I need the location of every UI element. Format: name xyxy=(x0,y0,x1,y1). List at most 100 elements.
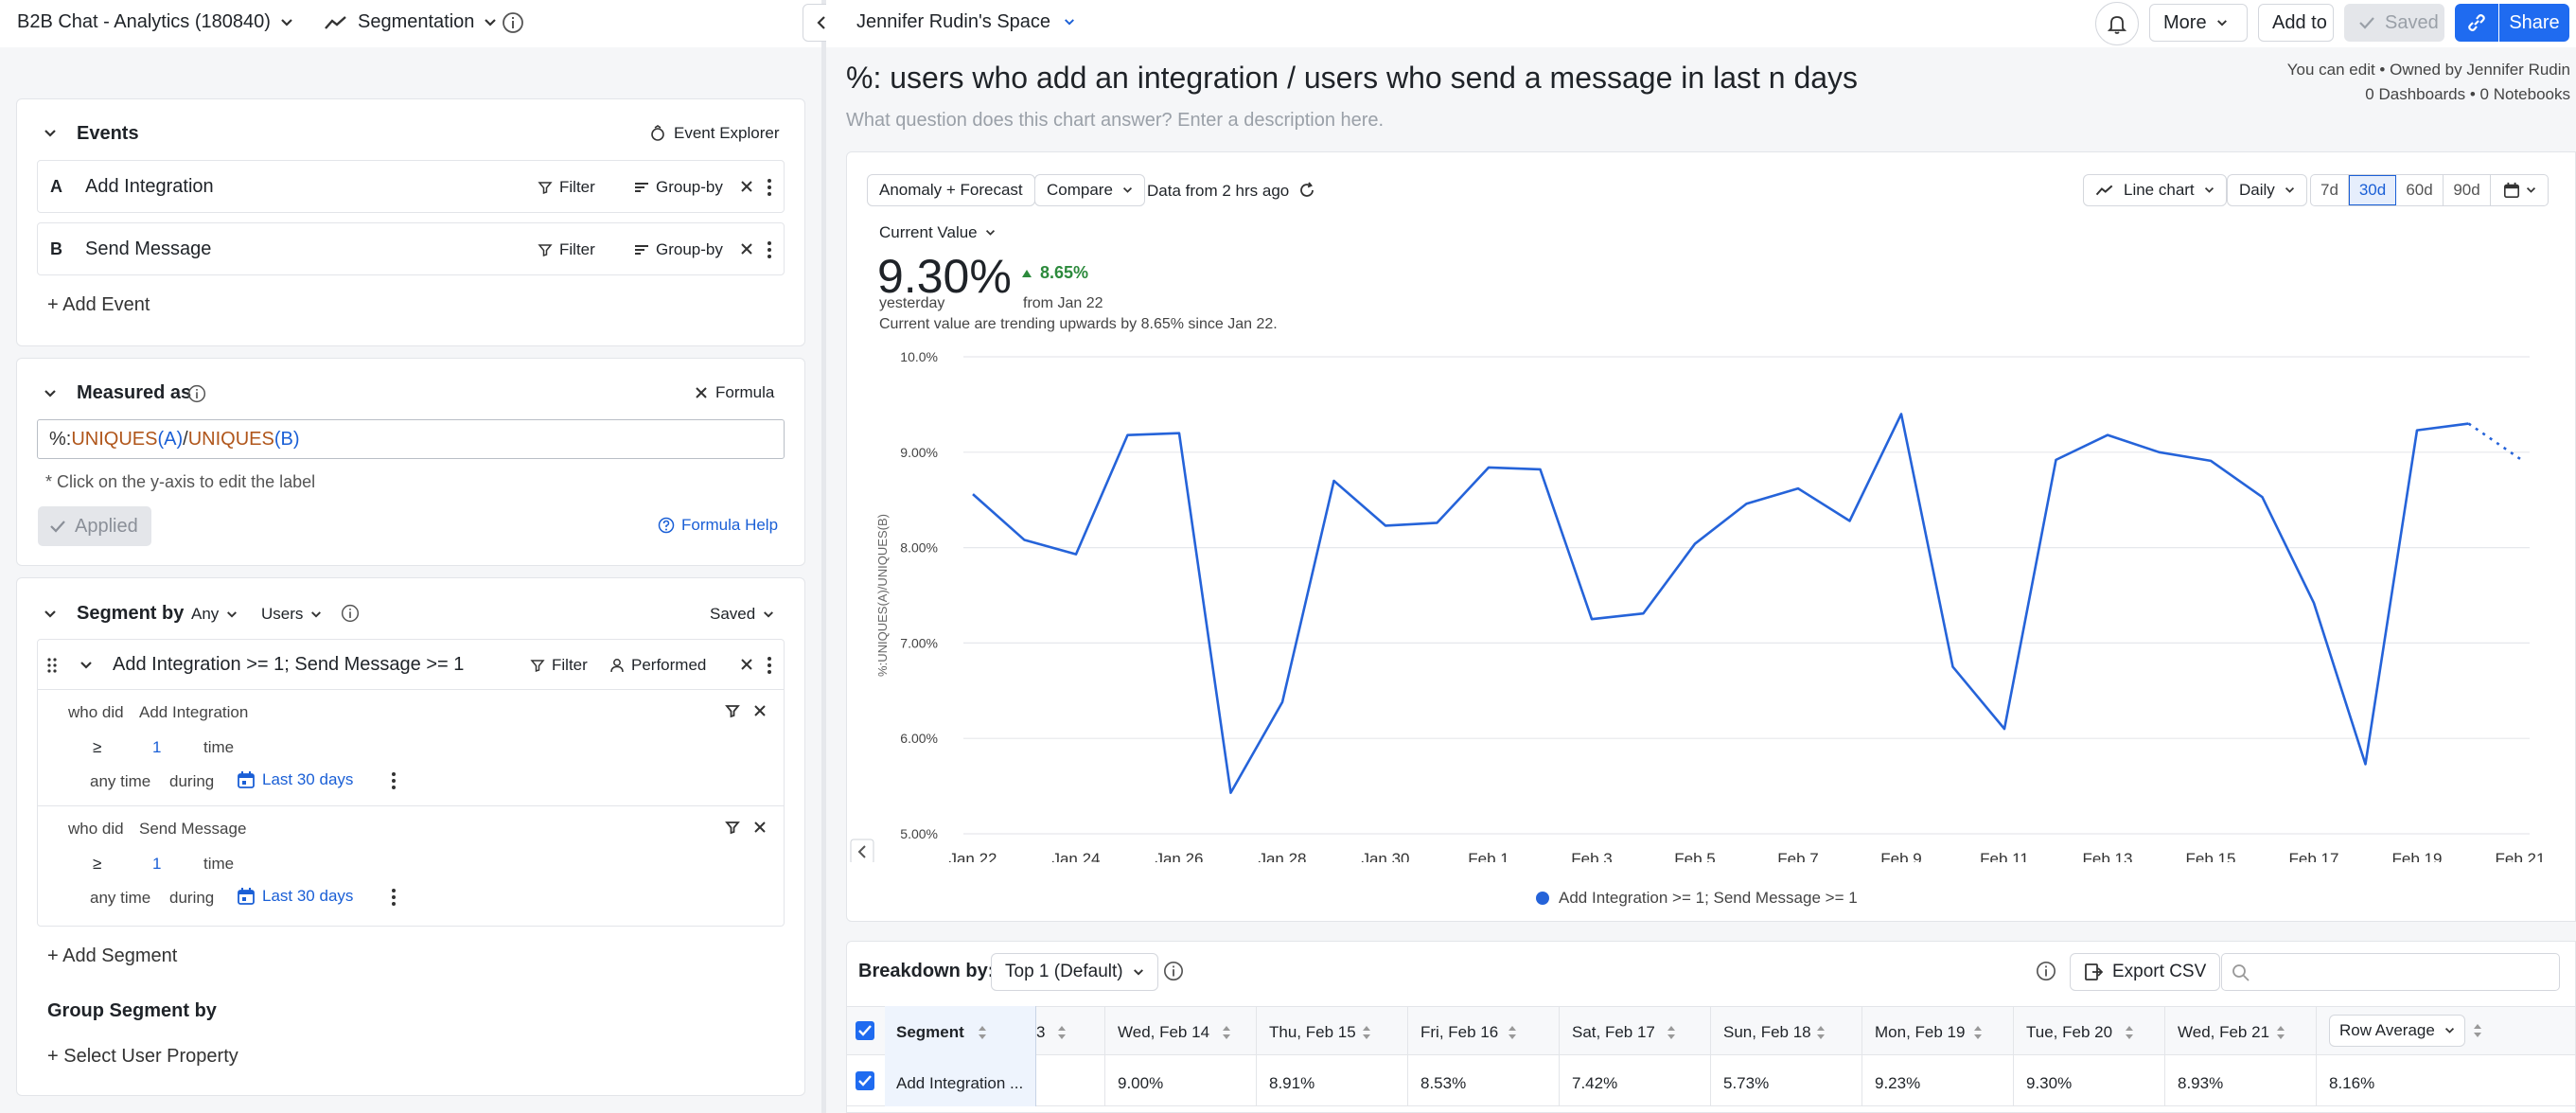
row-average-selector[interactable]: Row Average xyxy=(2329,1015,2465,1047)
column-divider[interactable] xyxy=(1104,1006,1105,1106)
current-value-selector[interactable]: Current Value xyxy=(879,223,996,242)
formula-input[interactable]: %:UNIQUES(A)/UNIQUES(B) xyxy=(37,419,785,459)
event-explorer-button[interactable]: Event Explorer xyxy=(649,124,780,143)
row-checkbox[interactable] xyxy=(855,1070,875,1091)
count-input[interactable]: 1 xyxy=(152,855,162,873)
date-range-button[interactable]: Last 30 days xyxy=(237,887,353,906)
custom-range-button[interactable] xyxy=(2491,175,2548,205)
event-row-a[interactable]: A Add Integration Filter Group-by xyxy=(37,160,785,213)
column-header[interactable]: Sat, Feb 17 xyxy=(1572,1023,1655,1041)
drag-handle-icon[interactable] xyxy=(47,657,57,674)
sort-icon[interactable] xyxy=(1667,1025,1676,1045)
breakdown-selector[interactable]: Top 1 (Default) xyxy=(991,953,1158,991)
more-vertical-icon[interactable] xyxy=(391,888,397,907)
space-selector[interactable]: Jennifer Rudin's Space xyxy=(856,11,1075,33)
table-search-input[interactable] xyxy=(2221,953,2560,991)
column-divider[interactable] xyxy=(2013,1006,2014,1106)
sort-icon[interactable] xyxy=(2276,1025,2285,1045)
condition-filter-icon[interactable] xyxy=(725,703,740,718)
select-user-property-button[interactable]: + Select User Property xyxy=(47,1046,238,1067)
more-vertical-icon[interactable] xyxy=(391,771,397,790)
column-header[interactable]: Wed, Feb 14 xyxy=(1118,1023,1210,1041)
notifications-button[interactable] xyxy=(2095,2,2139,45)
column-header[interactable]: Tue, Feb 20 xyxy=(2026,1023,2113,1041)
more-button[interactable]: More xyxy=(2149,4,2248,42)
range-30d[interactable]: 30d xyxy=(2349,175,2396,205)
sort-icon[interactable] xyxy=(978,1025,987,1045)
anytime-selector[interactable]: any time xyxy=(90,772,151,790)
segment-match-selector[interactable]: Any xyxy=(191,605,238,624)
event-name[interactable]: Add Integration xyxy=(85,176,214,197)
condition-filter-icon[interactable] xyxy=(725,820,740,835)
report-title[interactable]: %: users who add an integration / users … xyxy=(846,61,1859,95)
info-icon[interactable] xyxy=(341,604,360,623)
select-all-checkbox[interactable] xyxy=(855,1020,875,1041)
add-event-button[interactable]: + Add Event xyxy=(47,294,150,315)
column-divider[interactable] xyxy=(2316,1006,2317,1106)
line-chart[interactable]: 5.00% 6.00% 7.00% 8.00% 9.00% 10.0% %:UNIQUES(… xyxy=(847,332,2575,862)
collapse-chevron-icon[interactable] xyxy=(44,389,57,398)
dashboard-counts[interactable]: 0 Dashboards • 0 Notebooks xyxy=(2365,85,2570,103)
column-header[interactable]: Mon, Feb 19 xyxy=(1875,1023,1966,1041)
chart-legend[interactable]: Add Integration >= 1; Send Message >= 1 xyxy=(1536,889,1858,908)
sort-icon[interactable] xyxy=(1362,1025,1371,1045)
event-groupby-button[interactable]: Group-by xyxy=(634,178,723,197)
segment-performed-button[interactable]: Performed xyxy=(609,656,706,675)
column-divider[interactable] xyxy=(1256,1006,1257,1106)
add-segment-button[interactable]: + Add Segment xyxy=(47,945,178,966)
event-filter-button[interactable]: Filter xyxy=(538,178,595,197)
more-vertical-icon[interactable] xyxy=(767,656,772,675)
range-7d[interactable]: 7d xyxy=(2311,175,2349,205)
saved-button[interactable]: Saved xyxy=(2344,4,2444,42)
column-header[interactable]: Sun, Feb 18 xyxy=(1723,1023,1811,1041)
condition-remove-icon[interactable] xyxy=(753,821,767,834)
table-row[interactable] xyxy=(847,1055,2575,1106)
chart-scroll-left-button[interactable] xyxy=(850,839,874,862)
event-groupby-button[interactable]: Group-by xyxy=(634,240,723,259)
info-icon[interactable] xyxy=(2036,961,2056,981)
sort-icon[interactable] xyxy=(2125,1025,2134,1045)
formula-toggle-button[interactable]: Formula xyxy=(695,383,774,402)
column-divider[interactable] xyxy=(1710,1006,1711,1106)
interval-selector[interactable]: Daily xyxy=(2227,174,2307,206)
event-filter-button[interactable]: Filter xyxy=(538,240,595,259)
column-header[interactable]: 3 xyxy=(1036,1023,1046,1041)
sort-icon[interactable] xyxy=(1816,1025,1826,1045)
chart-type-selector[interactable]: Line chart xyxy=(2083,174,2227,206)
segment-filter-button[interactable]: Filter xyxy=(530,656,588,675)
sort-icon[interactable] xyxy=(2473,1023,2482,1038)
range-90d[interactable]: 90d xyxy=(2444,175,2491,205)
info-icon[interactable] xyxy=(1163,961,1184,981)
segment-cell[interactable]: Add Integration ... xyxy=(896,1074,1024,1092)
project-selector[interactable]: B2B Chat - Analytics (180840) xyxy=(17,11,293,33)
refresh-icon[interactable] xyxy=(1297,181,1316,200)
segment-name[interactable]: Add Integration >= 1; Send Message >= 1 xyxy=(113,654,465,675)
formula-help-link[interactable]: Formula Help xyxy=(658,516,778,535)
event-row-b[interactable]: B Send Message Filter Group-by xyxy=(37,222,785,275)
more-vertical-icon[interactable] xyxy=(767,240,772,259)
event-name[interactable]: Send Message xyxy=(85,238,212,259)
saved-segments-selector[interactable]: Saved xyxy=(710,605,774,624)
panel-divider[interactable] xyxy=(821,0,826,1113)
report-description-input[interactable]: What question does this chart answer? En… xyxy=(846,110,1385,131)
condition-event[interactable]: Add Integration xyxy=(139,703,249,721)
collapse-chevron-icon[interactable] xyxy=(44,610,57,619)
add-to-button[interactable]: Add to xyxy=(2258,4,2334,42)
column-header[interactable]: Thu, Feb 15 xyxy=(1269,1023,1356,1041)
column-divider[interactable] xyxy=(1861,1006,1862,1106)
remove-icon[interactable] xyxy=(740,180,753,193)
date-range-button[interactable]: Last 30 days xyxy=(237,770,353,789)
more-vertical-icon[interactable] xyxy=(767,178,772,197)
column-header[interactable]: Fri, Feb 16 xyxy=(1420,1023,1499,1041)
sort-icon[interactable] xyxy=(1222,1025,1231,1045)
operator-selector[interactable]: ≥ xyxy=(93,738,102,756)
y-axis-label[interactable]: %:UNIQUES(A)/UNIQUES(B) xyxy=(875,514,890,677)
sort-icon[interactable] xyxy=(1508,1025,1517,1045)
info-icon[interactable] xyxy=(187,384,206,403)
applied-button[interactable]: Applied xyxy=(38,506,151,546)
column-divider[interactable] xyxy=(2164,1006,2165,1106)
condition-event[interactable]: Send Message xyxy=(139,820,247,838)
anomaly-forecast-button[interactable]: Anomaly + Forecast xyxy=(867,174,1035,206)
column-header[interactable]: Wed, Feb 21 xyxy=(2178,1023,2270,1041)
report-type-selector[interactable]: Segmentation xyxy=(324,11,497,33)
